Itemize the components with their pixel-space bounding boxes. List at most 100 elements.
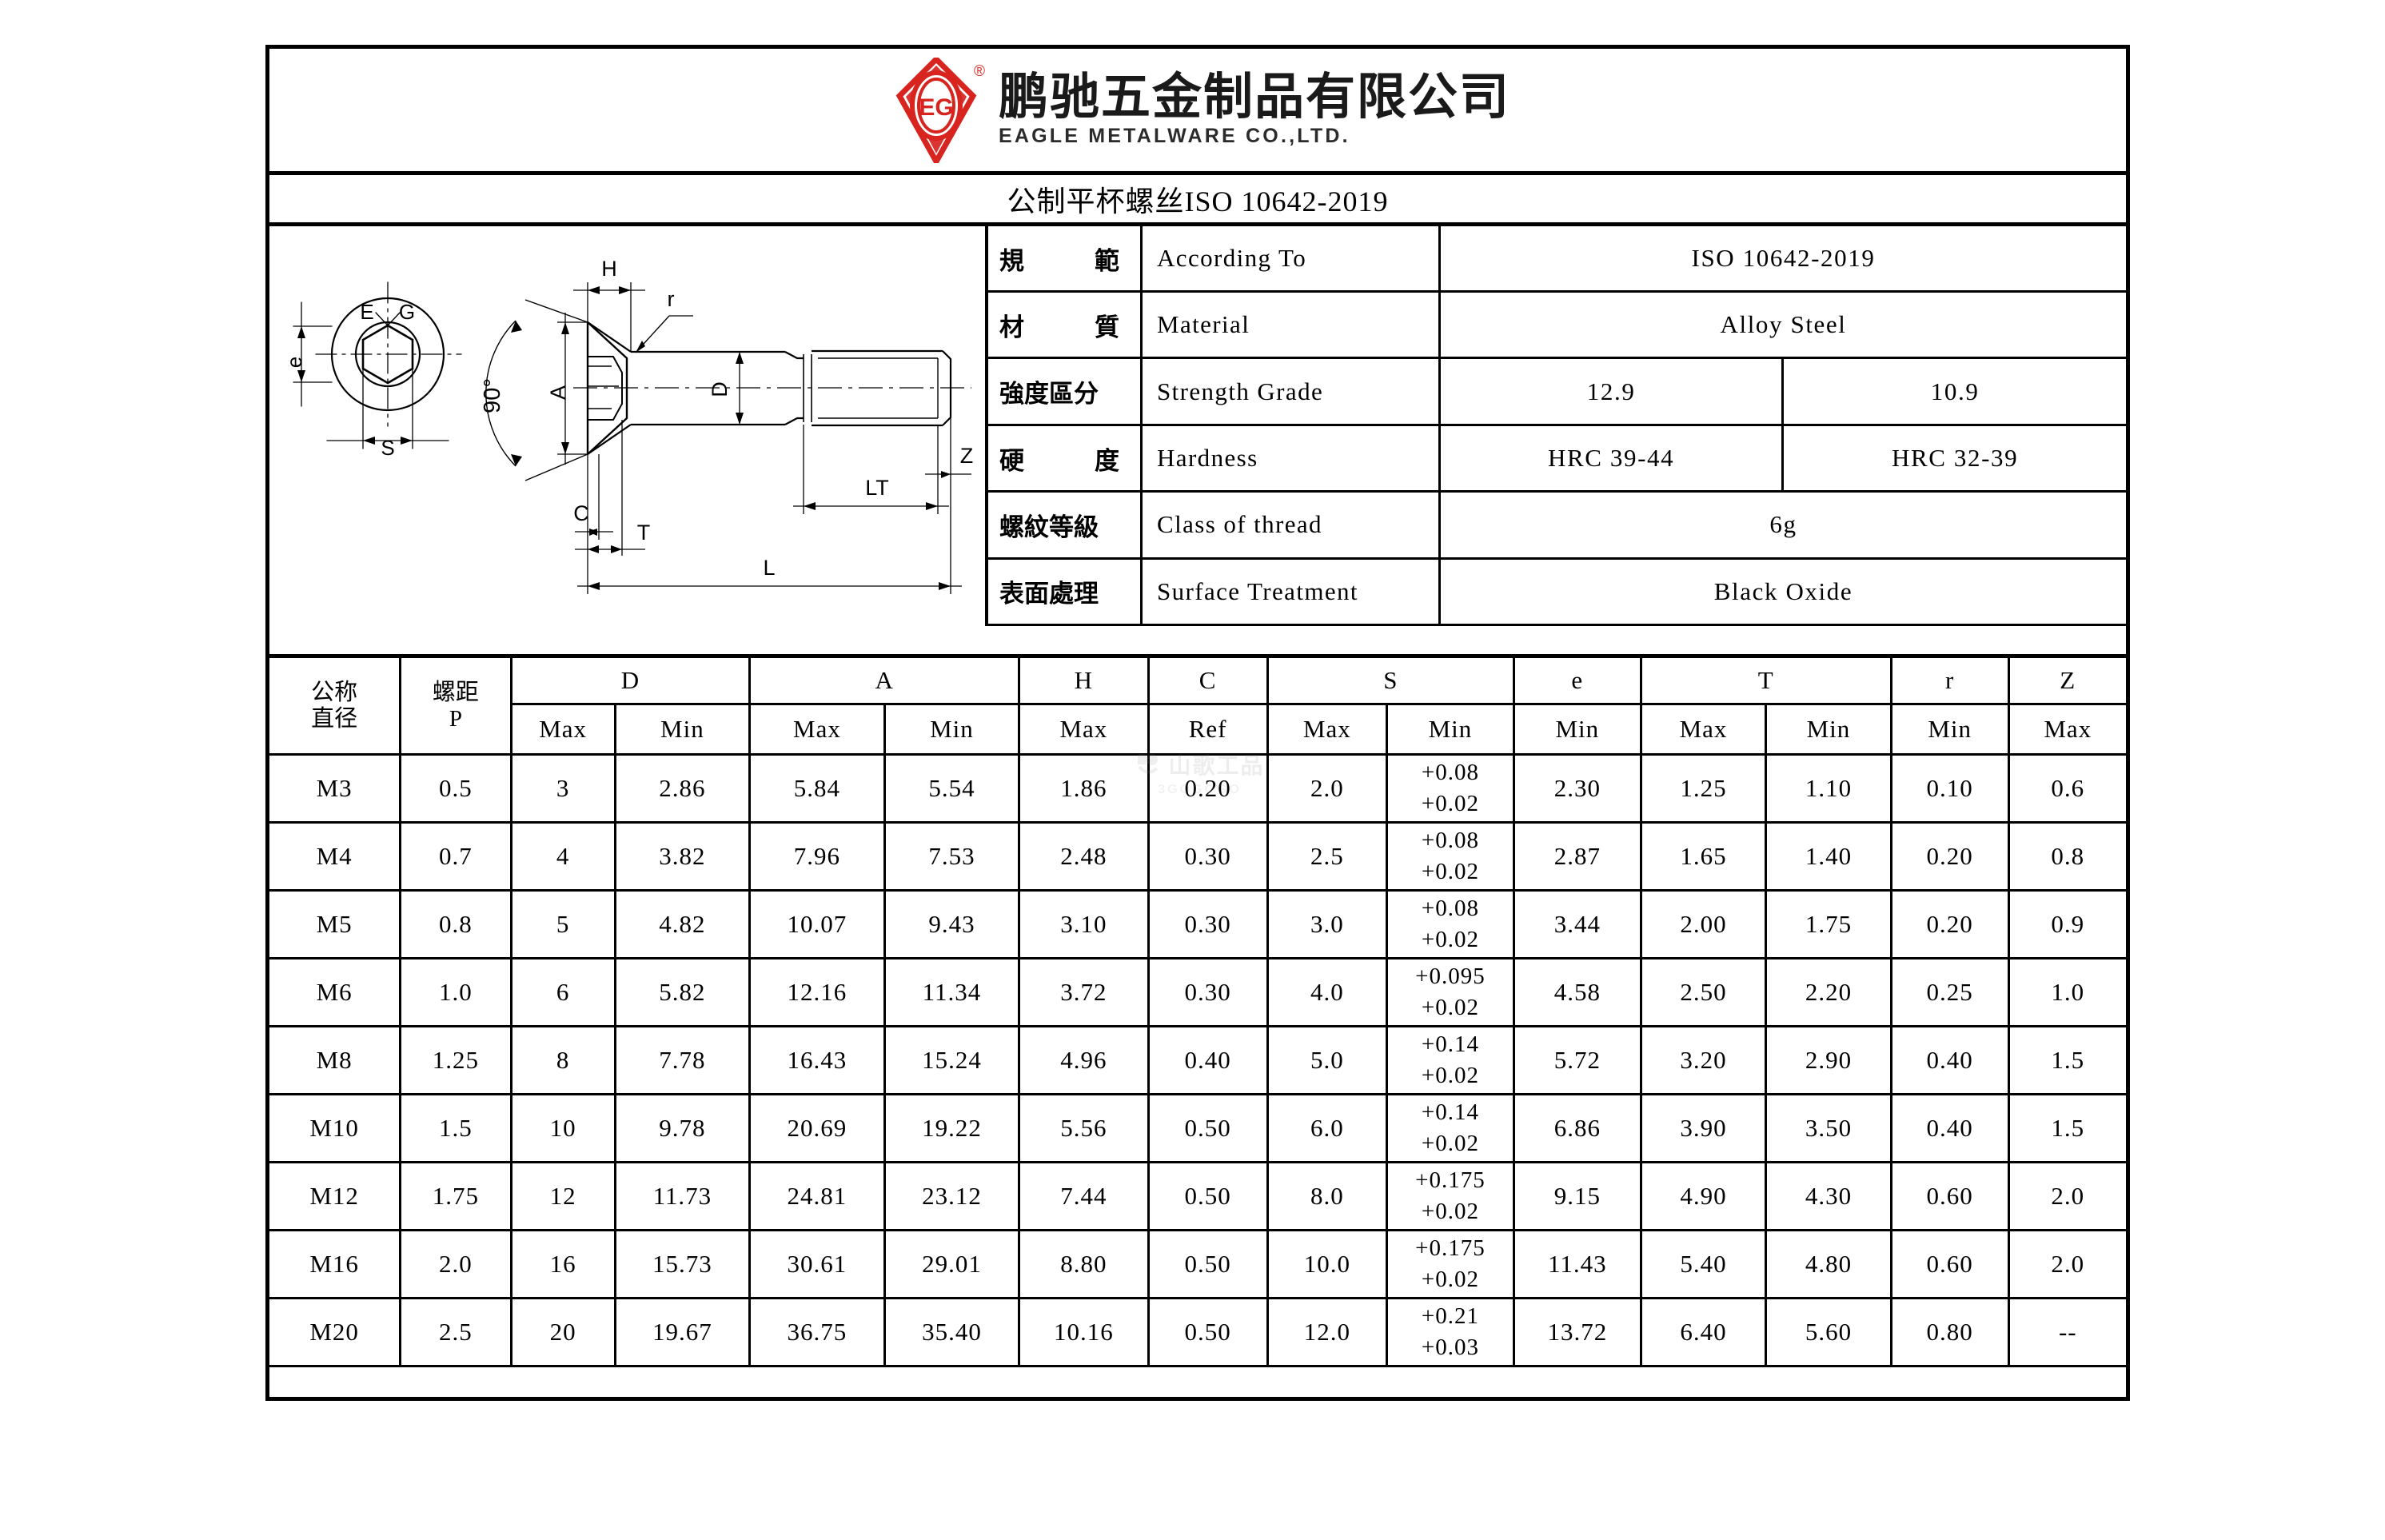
cell-z-max: 0.6 [2007,753,2126,824]
cell-d-max: 16 [509,1229,616,1299]
cell-e-min: 13.72 [1512,1297,1642,1367]
sub-header-e-min: Min [1512,703,1642,756]
spec-value-hardness-1: HRC 39-44 [1438,423,1785,493]
cell-t-max: 3.90 [1639,1093,1768,1163]
cell-c-ref: 0.50 [1147,1093,1269,1163]
table-row: M12 1.75 12 11.73 24.81 23.12 7.44 0.50 … [269,1161,2126,1231]
company-name-cn: 鹏驰五金制品有限公司 [998,70,1510,126]
cell-t-max: 6.40 [1639,1297,1768,1367]
spec-row-according-to: 規範 According To ISO 10642-2019 [988,226,2126,293]
cell-t-max: 1.25 [1639,753,1768,824]
spec-value-class-of-thread: 6g [1438,490,2126,560]
cell-d-min: 3.82 [613,821,752,892]
cell-s-min: +0.21 +0.03 [1386,1297,1515,1367]
col-header-r: r [1889,658,2010,705]
sub-header-Z-max: Max [2007,703,2126,756]
spec-label-en-surface-treatment: Surface Treatment [1140,557,1441,627]
label-Z: Z [960,444,974,468]
sub-header-S-min: Min [1386,703,1515,756]
spec-label-cn-material: 材質 [988,290,1143,360]
company-header: EG ® 鹏驰五金制品有限公司 EAGLE METALWARE CO.,LTD. [269,49,2126,175]
label-e: e [282,357,306,368]
cell-d-max: 6 [509,957,616,1027]
page-title: 公制平杯螺丝ISO 10642-2019 [1007,185,1389,217]
spec-label-en-hardness: Hardness [1140,423,1441,493]
cell-r-min: 0.60 [1889,1161,2010,1231]
spec-label-en-material: Material [1140,290,1441,360]
cell-r-min: 0.20 [1889,889,2010,960]
cell-s-min: +0.14 +0.02 [1386,1025,1515,1095]
spec-label-en-strength-grade: Strength Grade [1140,357,1441,426]
cell-t-min: 4.30 [1765,1161,1892,1231]
cell-c-ref: 0.30 [1147,821,1269,892]
cell-t-min: 3.50 [1765,1093,1892,1163]
cell-t-min: 2.90 [1765,1025,1892,1095]
cell-t-min: 2.20 [1765,957,1892,1027]
cell-size: M20 [269,1297,402,1367]
spec-label-cn-strength-grade: 強度區分 [988,357,1143,426]
technical-drawing: e S E G [269,226,985,626]
cell-h-max: 1.86 [1018,753,1150,824]
cell-d-min: 11.73 [613,1161,752,1231]
cell-d-min: 4.82 [613,889,752,960]
spec-label-cn-surface-treatment: 表面處理 [988,557,1143,627]
company-name-block: 鹏驰五金制品有限公司 EAGLE METALWARE CO.,LTD. [999,72,1510,147]
dimension-table-body: M3 0.5 3 2.86 5.84 5.54 1.86 0.20 2.0 +0… [269,753,2126,1367]
cell-e-min: 3.44 [1512,889,1642,960]
sub-header-T-max: Max [1639,703,1768,756]
section-divider [269,626,2126,658]
table-row: M20 2.5 20 19.67 36.75 35.40 10.16 0.50 … [269,1297,2126,1367]
spec-label-cn-class-of-thread: 螺紋等級 [988,490,1143,560]
cell-c-ref: 0.30 [1147,889,1269,960]
cell-c-ref: 0.20 [1147,753,1269,824]
cell-d-max: 20 [509,1297,616,1367]
cell-size: M16 [269,1229,402,1299]
cell-d-min: 9.78 [613,1093,752,1163]
cell-size: M8 [269,1025,402,1095]
registered-mark-icon: ® [973,62,985,80]
table-row: M10 1.5 10 9.78 20.69 19.22 5.56 0.50 6.… [269,1093,2126,1163]
cell-h-max: 3.72 [1018,957,1150,1027]
cell-d-min: 15.73 [613,1229,752,1299]
cell-pitch: 0.8 [399,889,512,960]
label-S: S [381,436,394,460]
cell-size: M6 [269,957,402,1027]
cell-s-max: 2.0 [1266,753,1389,824]
spec-row-surface-treatment: 表面處理 Surface Treatment Black Oxide [988,557,2126,627]
cell-a-min: 23.12 [883,1161,1021,1231]
cell-r-min: 0.40 [1889,1093,2010,1163]
spec-label-en-class-of-thread: Class of thread [1140,490,1441,560]
cell-d-max: 12 [509,1161,616,1231]
cell-pitch: 1.5 [399,1093,512,1163]
col-header-S: S [1266,658,1515,705]
cell-t-min: 1.10 [1765,753,1892,824]
cell-s-min: +0.14 +0.02 [1386,1093,1515,1163]
cell-t-max: 5.40 [1639,1229,1768,1299]
cell-t-max: 2.50 [1639,957,1768,1027]
col-header-T: T [1639,658,1892,705]
table-row: M8 1.25 8 7.78 16.43 15.24 4.96 0.40 5.0… [269,1025,2126,1095]
label-r: r [668,287,675,311]
sub-header-D-max: Max [511,703,616,756]
cell-s-min: +0.08 +0.02 [1386,753,1515,824]
cell-s-max: 5.0 [1266,1025,1389,1095]
col-header-H: H [1018,658,1150,705]
company-logo-block: EG ® 鹏驰五金制品有限公司 EAGLE METALWARE CO.,LTD. [895,54,1510,167]
cell-a-max: 30.61 [748,1229,886,1299]
cell-e-min: 9.15 [1512,1161,1642,1231]
cell-z-max: -- [2007,1297,2126,1367]
company-name-en: EAGLE METALWARE CO.,LTD. [998,124,1350,147]
cell-h-max: 3.10 [1018,889,1150,960]
cell-h-max: 7.44 [1018,1161,1150,1231]
cell-pitch: 2.5 [399,1297,512,1367]
cell-z-max: 0.8 [2007,821,2126,892]
cell-t-min: 1.75 [1765,889,1892,960]
cell-e-min: 2.30 [1512,753,1642,824]
cell-size: M10 [269,1093,402,1163]
cell-a-max: 24.81 [748,1161,886,1231]
sub-header-A-min: Min [883,703,1021,756]
label-E: E [360,300,373,324]
cell-c-ref: 0.50 [1147,1229,1269,1299]
cell-s-min: +0.175 +0.02 [1386,1161,1515,1231]
label-T: T [637,521,651,545]
